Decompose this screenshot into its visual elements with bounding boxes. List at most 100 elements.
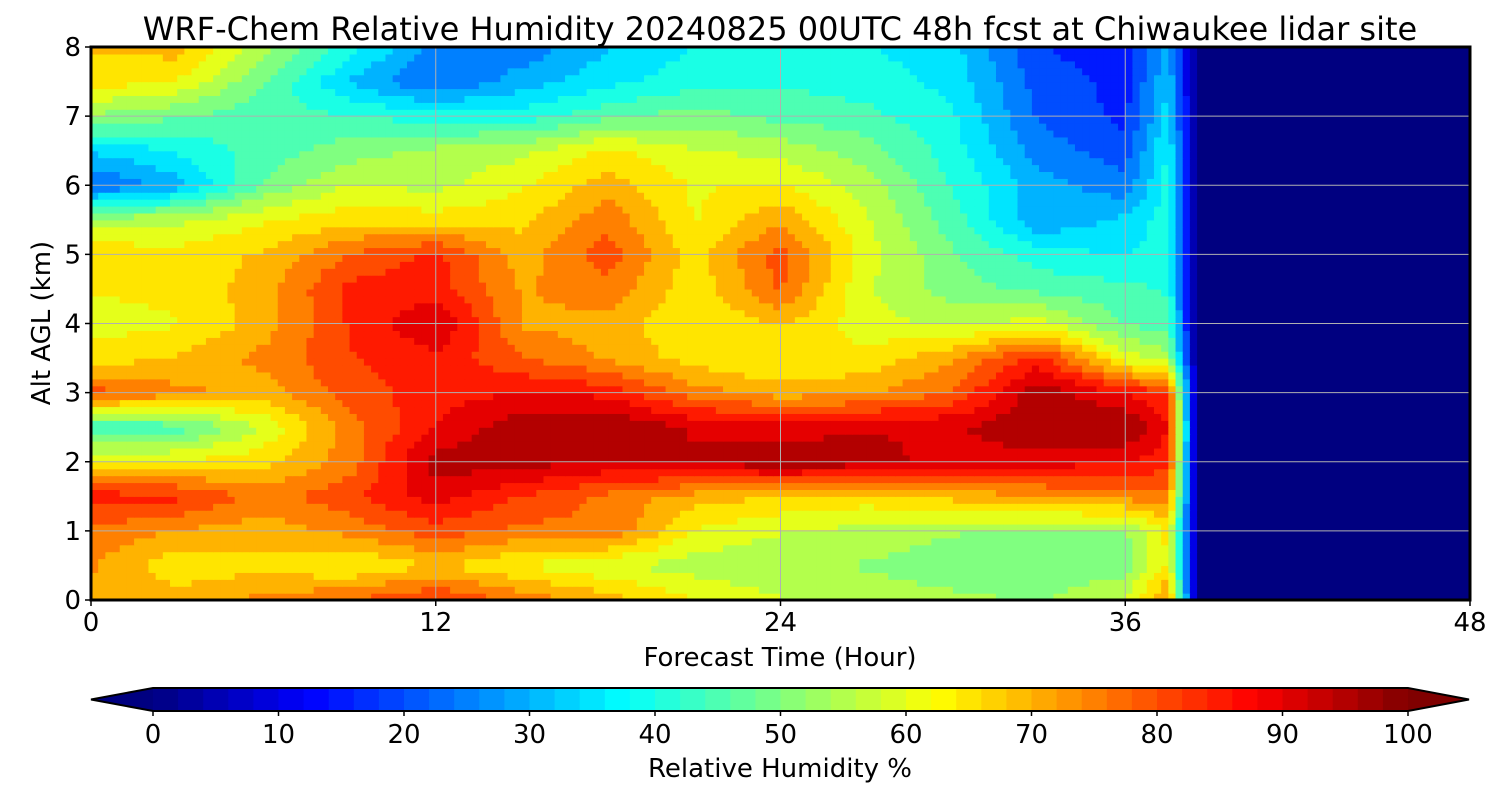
heatmap-cell [1247, 441, 1256, 449]
heatmap-cell [873, 579, 882, 587]
heatmap-cell [486, 565, 494, 573]
heatmap-cell [1017, 434, 1026, 442]
heatmap-cell [306, 579, 315, 587]
heatmap-cell [1276, 496, 1284, 504]
heatmap-cell [98, 537, 106, 546]
heatmap-cell [363, 441, 372, 449]
heatmap-cell [1276, 572, 1284, 580]
heatmap-cell [859, 482, 868, 490]
heatmap-cell [1390, 523, 1399, 532]
heatmap-cell [227, 572, 236, 580]
heatmap-cell [629, 475, 638, 484]
heatmap-cell [1462, 496, 1470, 504]
heatmap-cell [249, 489, 257, 497]
heatmap-cell [313, 427, 322, 435]
heatmap-cell [1319, 454, 1327, 463]
heatmap-cell [478, 551, 487, 560]
heatmap-cell [622, 468, 631, 477]
heatmap-cell [881, 558, 889, 567]
heatmap-cell [105, 427, 114, 435]
heatmap-cell [1340, 496, 1349, 504]
heatmap-cell [1362, 544, 1371, 553]
heatmap-cell [1003, 558, 1011, 567]
heatmap-cell [1276, 565, 1284, 573]
heatmap-cell [392, 593, 401, 600]
heatmap-cell [916, 579, 925, 587]
heatmap-cell [816, 572, 825, 580]
heatmap-cell [1146, 503, 1155, 511]
heatmap-cell [672, 420, 681, 428]
heatmap-cell [363, 482, 372, 490]
heatmap-cell [407, 551, 415, 560]
heatmap-cell [873, 586, 882, 594]
heatmap-cell [1311, 475, 1320, 484]
heatmap-cell [1362, 517, 1371, 525]
heatmap-cell [593, 496, 602, 504]
heatmap-cell [1118, 537, 1126, 546]
heatmap-cell [945, 523, 954, 532]
heatmap-cell [1110, 441, 1119, 449]
heatmap-cell [1197, 586, 1205, 594]
heatmap-cell [1096, 558, 1105, 567]
heatmap-cell [852, 565, 861, 573]
heatmap-cell [622, 523, 631, 532]
heatmap-cell [1390, 593, 1399, 600]
heatmap-cell [335, 427, 343, 435]
heatmap-cell [213, 454, 221, 463]
heatmap-cell [629, 586, 638, 594]
heatmap-cell [126, 482, 135, 490]
heatmap-cell [658, 489, 667, 497]
heatmap-cell [435, 510, 444, 518]
heatmap-cell [241, 530, 250, 539]
heatmap-cell [802, 420, 810, 428]
heatmap-cell [1340, 565, 1349, 573]
heatmap-cell [1053, 503, 1062, 511]
heatmap-cell [112, 523, 121, 532]
heatmap-cell [1319, 468, 1327, 477]
heatmap-cell [148, 510, 157, 518]
heatmap-cell [1182, 482, 1191, 490]
heatmap-cell [658, 441, 667, 449]
heatmap-cell [1053, 427, 1062, 435]
heatmap-cell [414, 544, 422, 553]
heatmap-cell [514, 523, 523, 532]
heatmap-cell [586, 496, 595, 504]
heatmap-cell [1153, 517, 1162, 525]
heatmap-cell [514, 461, 523, 470]
heatmap-cell [1268, 427, 1277, 435]
heatmap-cell [442, 475, 451, 484]
heatmap-cell [227, 593, 236, 600]
heatmap-cell [119, 558, 128, 567]
heatmap-cell [701, 503, 710, 511]
heatmap-cell [119, 579, 128, 587]
heatmap-cell [478, 468, 487, 477]
heatmap-cell [1024, 447, 1033, 456]
heatmap-cell [1211, 447, 1220, 456]
heatmap-cell [952, 530, 961, 539]
heatmap-cell [457, 489, 466, 497]
heatmap-cell [442, 427, 451, 435]
heatmap-cell [428, 454, 437, 463]
heatmap-cell [227, 489, 236, 497]
heatmap-cell [1132, 551, 1141, 560]
heatmap-cell [1448, 579, 1457, 587]
heatmap-cell [543, 530, 552, 539]
heatmap-cell [873, 454, 882, 463]
heatmap-cell [464, 447, 473, 456]
heatmap-cell [995, 496, 1004, 504]
heatmap-cell [837, 447, 846, 456]
heatmap-cell [1139, 468, 1148, 477]
heatmap-cell [486, 482, 494, 490]
heatmap-cell [414, 586, 422, 594]
heatmap-cell [270, 475, 279, 484]
heatmap-cell [787, 434, 796, 442]
heatmap-cell [1383, 420, 1392, 428]
heatmap-cell [715, 572, 724, 580]
heatmap-cell [263, 537, 272, 546]
heatmap-cell [708, 579, 717, 587]
heatmap-cell [1182, 551, 1191, 560]
heatmap-cell [1082, 427, 1090, 435]
heatmap-cell [126, 558, 135, 567]
heatmap-cell [1247, 475, 1256, 484]
heatmap-cell [249, 468, 257, 477]
